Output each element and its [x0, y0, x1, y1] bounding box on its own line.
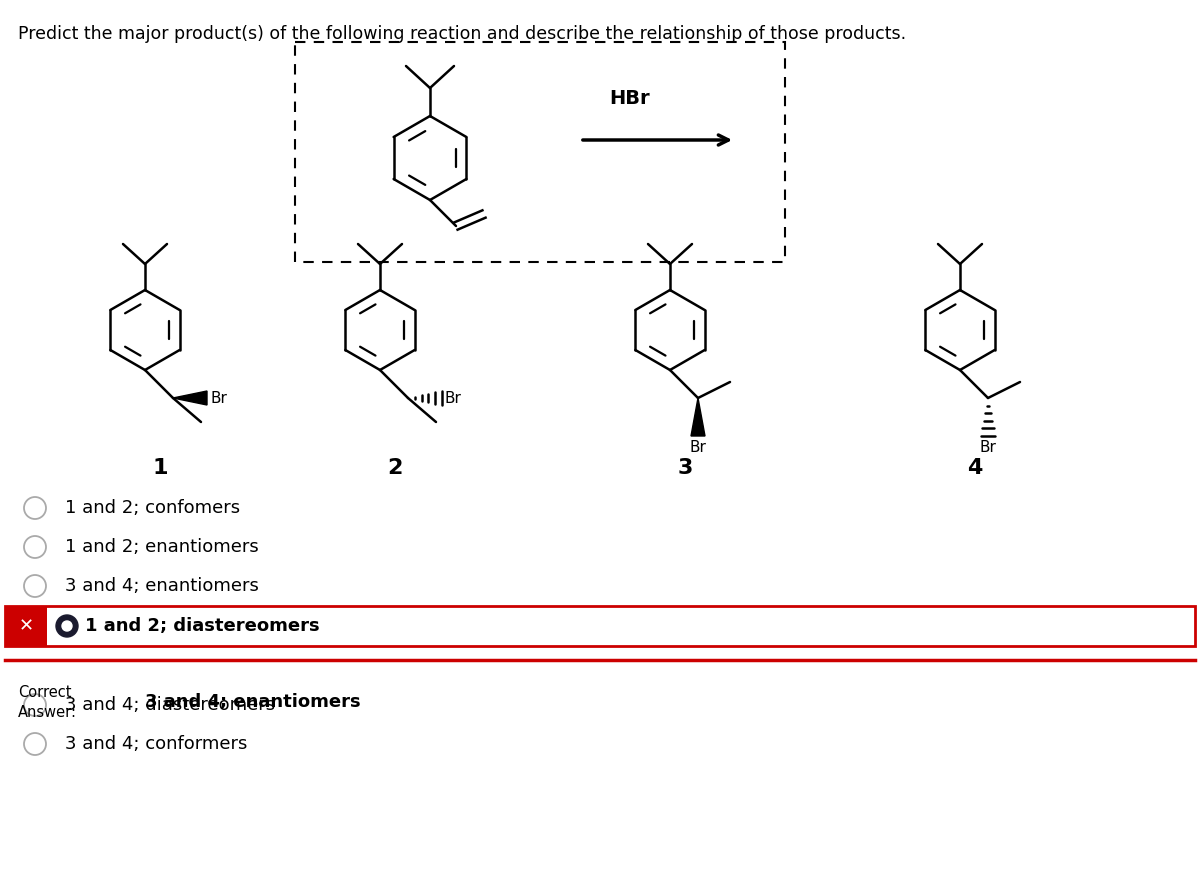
Text: Br: Br [445, 391, 462, 405]
Text: 2: 2 [388, 458, 403, 478]
FancyBboxPatch shape [5, 606, 1195, 646]
Polygon shape [691, 398, 706, 436]
Text: 3 and 4; enantiomers: 3 and 4; enantiomers [65, 577, 259, 595]
FancyBboxPatch shape [5, 606, 47, 646]
Text: 1 and 2; diastereomers: 1 and 2; diastereomers [85, 617, 319, 635]
Text: 3: 3 [677, 458, 692, 478]
Text: Correct
Answer:: Correct Answer: [18, 685, 77, 719]
Circle shape [62, 621, 72, 631]
Polygon shape [173, 391, 208, 405]
Text: 3 and 4; diastereomers: 3 and 4; diastereomers [65, 696, 275, 714]
Text: Br: Br [210, 391, 227, 405]
Text: HBr: HBr [610, 89, 650, 108]
Circle shape [24, 575, 46, 597]
Text: 1 and 2; enantiomers: 1 and 2; enantiomers [65, 538, 259, 556]
Text: 1: 1 [152, 458, 168, 478]
Circle shape [24, 733, 46, 755]
Text: 1 and 2; confomers: 1 and 2; confomers [65, 499, 240, 517]
Text: Predict the major product(s) of the following reaction and describe the relation: Predict the major product(s) of the foll… [18, 25, 906, 43]
Text: 3 and 4; conformers: 3 and 4; conformers [65, 735, 247, 753]
Circle shape [24, 694, 46, 716]
Circle shape [24, 536, 46, 558]
Text: 3 and 4; enantiomers: 3 and 4; enantiomers [145, 693, 361, 711]
Circle shape [56, 615, 78, 637]
Text: ✕: ✕ [18, 617, 34, 635]
Circle shape [24, 497, 46, 519]
Text: Br: Br [690, 440, 707, 455]
Text: Br: Br [979, 440, 996, 455]
Text: 4: 4 [967, 458, 983, 478]
